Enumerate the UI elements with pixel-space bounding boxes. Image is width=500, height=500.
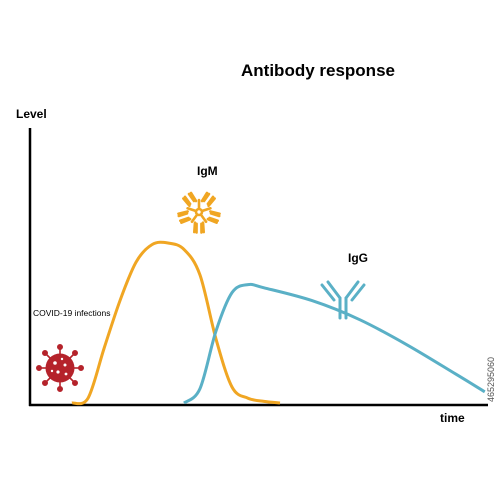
igm-label: IgM — [197, 164, 218, 178]
igm-pentamer-icon — [177, 191, 221, 234]
y-axis-label: Level — [16, 107, 47, 121]
coronavirus-icon — [35, 343, 84, 392]
igm-curve — [71, 240, 281, 406]
igg-label: IgG — [348, 251, 368, 265]
infection-annotation: COVID-19 infections — [33, 308, 110, 318]
stock-id: 465295060 — [486, 357, 496, 402]
x-axis-label: time — [440, 411, 465, 425]
igg-antibody-icon — [320, 280, 366, 320]
igg-curve — [183, 282, 486, 405]
chart-title: Antibody response — [241, 61, 395, 80]
